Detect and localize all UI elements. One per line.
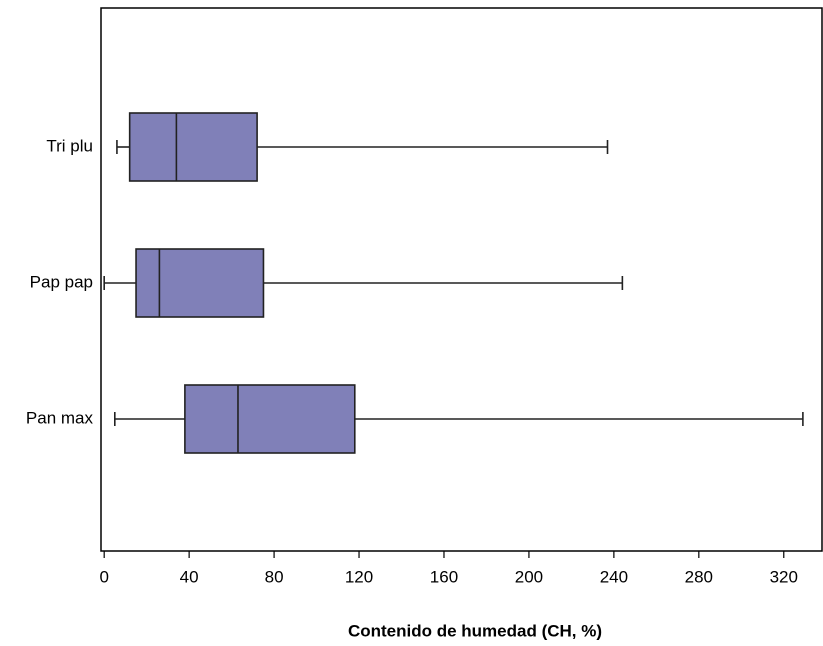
x-tick-label: 80: [265, 567, 284, 586]
x-tick-label: 0: [99, 567, 108, 586]
x-tick-label: 320: [770, 567, 798, 586]
y-tick-label: Tri plu: [46, 136, 93, 155]
x-tick-label: 200: [515, 567, 543, 586]
x-tick-label: 160: [430, 567, 458, 586]
box: [128, 112, 258, 182]
box: [135, 248, 265, 318]
box: [184, 384, 356, 454]
x-tick-label: 120: [345, 567, 373, 586]
x-tick-label: 240: [600, 567, 628, 586]
x-tick-label: 280: [685, 567, 713, 586]
y-tick-label: Pan max: [26, 408, 94, 427]
plot-frame: [100, 7, 823, 552]
x-tick-label: 40: [180, 567, 199, 586]
y-tick-label: Pap pap: [30, 272, 93, 291]
x-axis-title: Contenido de humedad (CH, %): [348, 621, 602, 640]
